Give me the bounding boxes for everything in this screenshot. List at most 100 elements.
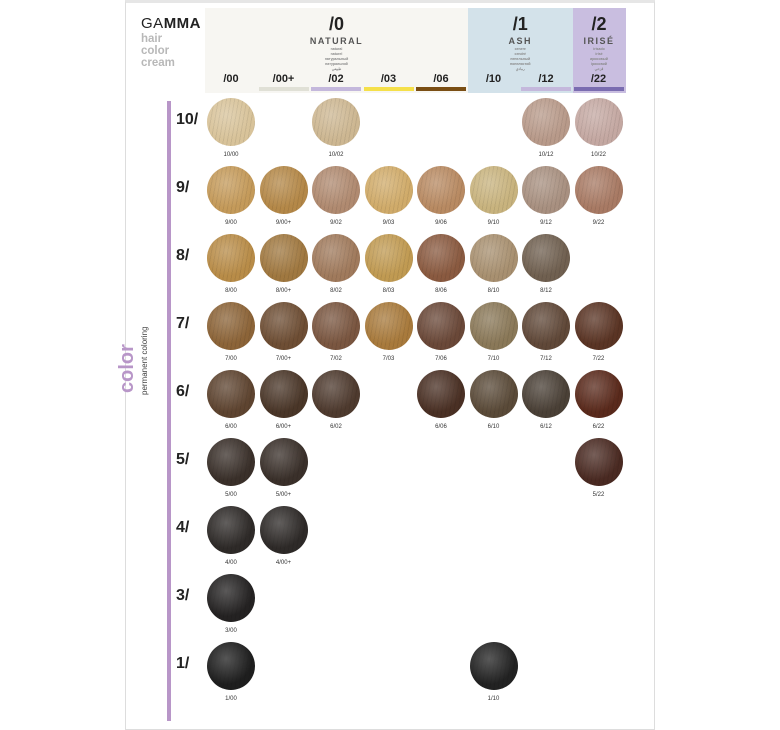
swatch <box>417 302 465 350</box>
swatch-label: 8/06 <box>435 288 447 294</box>
swatch <box>259 166 308 214</box>
swatch <box>259 370 308 418</box>
swatch-label: 6/00 <box>225 424 237 430</box>
level-label: 1/ <box>176 655 190 672</box>
swatch-label: 3/00 <box>225 628 237 634</box>
swatch <box>207 506 255 554</box>
swatch <box>207 302 255 350</box>
level-label: 4/ <box>176 519 190 536</box>
swatch-label: 7/06 <box>435 356 447 362</box>
swatch-label: 6/06 <box>435 424 447 430</box>
column-header: /02 <box>328 73 344 85</box>
level-label: 10/ <box>176 111 199 128</box>
brand-subtitle: hair color cream <box>141 33 175 69</box>
swatch-label: 8/02 <box>330 288 342 294</box>
swatch <box>259 234 308 282</box>
column-color-bar <box>416 87 466 91</box>
swatch <box>312 166 360 214</box>
group-translations: irisado irisé ирисовый ірисовий قزحي <box>590 47 608 71</box>
level-label: 8/ <box>176 247 190 264</box>
swatch <box>574 166 623 214</box>
swatch-label: 9/00 <box>225 220 237 226</box>
column-header: /10 <box>485 73 502 85</box>
swatch <box>207 370 255 418</box>
side-title: color <box>116 344 138 393</box>
swatch <box>364 302 413 350</box>
swatch-label: 8/10 <box>487 288 500 294</box>
swatch-label: 9/00+ <box>275 220 292 226</box>
group-number: /1 <box>512 14 528 34</box>
swatch <box>364 234 413 282</box>
swatch <box>522 234 570 282</box>
level-label: 6/ <box>176 383 190 400</box>
group-0: /0 NATURAL natural naturel натуральный нату… <box>205 8 468 93</box>
column-header: /12 <box>538 73 554 85</box>
swatch <box>259 302 308 350</box>
swatch <box>522 370 570 418</box>
swatch <box>207 166 255 214</box>
column-header: /06 <box>433 73 449 85</box>
swatch-label: 7/12 <box>540 356 552 362</box>
swatch <box>469 302 518 350</box>
swatch-label: 7/10 <box>487 356 500 362</box>
group-1: /1 ASH cenere cendré пепельный попелястий رم… <box>467 8 573 93</box>
swatch-label: 5/00+ <box>275 492 292 498</box>
swatch-label: 9/02 <box>330 220 342 226</box>
swatch <box>207 98 255 146</box>
swatch <box>259 438 308 486</box>
swatch-label: 6/00+ <box>275 424 292 430</box>
group-number: /0 <box>328 14 344 34</box>
group-number: /2 <box>591 14 607 34</box>
swatch-label: 5/22 <box>592 492 605 498</box>
swatch <box>312 98 360 146</box>
swatch-label: 10/22 <box>590 152 606 158</box>
swatch-label: 5/00 <box>225 492 237 498</box>
level-label: 3/ <box>176 587 190 604</box>
group-name: ASH <box>508 36 532 46</box>
swatch-label: 9/06 <box>435 220 447 226</box>
swatch <box>207 574 255 622</box>
swatch-label: 7/00 <box>225 356 237 362</box>
swatch <box>207 234 255 282</box>
swatch <box>312 234 360 282</box>
level-label: 9/ <box>176 179 190 196</box>
swatch-label: 10/02 <box>328 152 344 158</box>
swatch-label: 6/10 <box>487 424 500 430</box>
column-color-bar <box>363 87 414 91</box>
swatch <box>574 302 623 350</box>
swatch <box>469 166 518 214</box>
group-name: NATURAL <box>309 36 364 46</box>
column-header: /00 <box>223 73 239 85</box>
side-subtitle: permanent coloring <box>140 326 149 395</box>
swatch-label: 6/02 <box>330 424 342 430</box>
swatch <box>312 302 360 350</box>
swatch-label: 9/12 <box>540 220 552 226</box>
swatch-label: 8/03 <box>382 288 395 294</box>
swatch <box>522 302 570 350</box>
column-color-bar <box>521 87 571 91</box>
brand-logo: GAMMA <box>141 15 202 32</box>
swatch-label: 7/00+ <box>275 356 292 362</box>
swatch-label: 7/22 <box>592 356 605 362</box>
side-bar <box>167 101 171 721</box>
swatch-label: 8/00 <box>225 288 237 294</box>
swatch-label: 1/00 <box>225 696 237 702</box>
swatch <box>522 166 570 214</box>
swatch <box>469 642 518 690</box>
swatch <box>417 166 465 214</box>
swatch <box>312 370 360 418</box>
group-2: /2 IRISÉ irisado irisé ирисовый ірисовий قزح… <box>572 8 626 93</box>
column-color-bar <box>311 87 361 91</box>
swatch <box>207 438 255 486</box>
level-label: 5/ <box>176 451 190 468</box>
swatch <box>417 234 465 282</box>
group-translations: cenere cendré пепельный попелястий رمادي <box>509 47 531 71</box>
column-color-bar <box>258 87 309 91</box>
color-chart-page: GAMMA hair color cream /0 NATURAL natural n… <box>116 0 655 730</box>
swatch-label: 9/10 <box>487 220 500 226</box>
swatch-label: 10/00 <box>223 152 239 158</box>
swatch <box>574 98 623 146</box>
swatch-label: 1/10 <box>487 696 500 702</box>
swatch <box>207 642 255 690</box>
swatch-label: 10/12 <box>538 152 554 158</box>
